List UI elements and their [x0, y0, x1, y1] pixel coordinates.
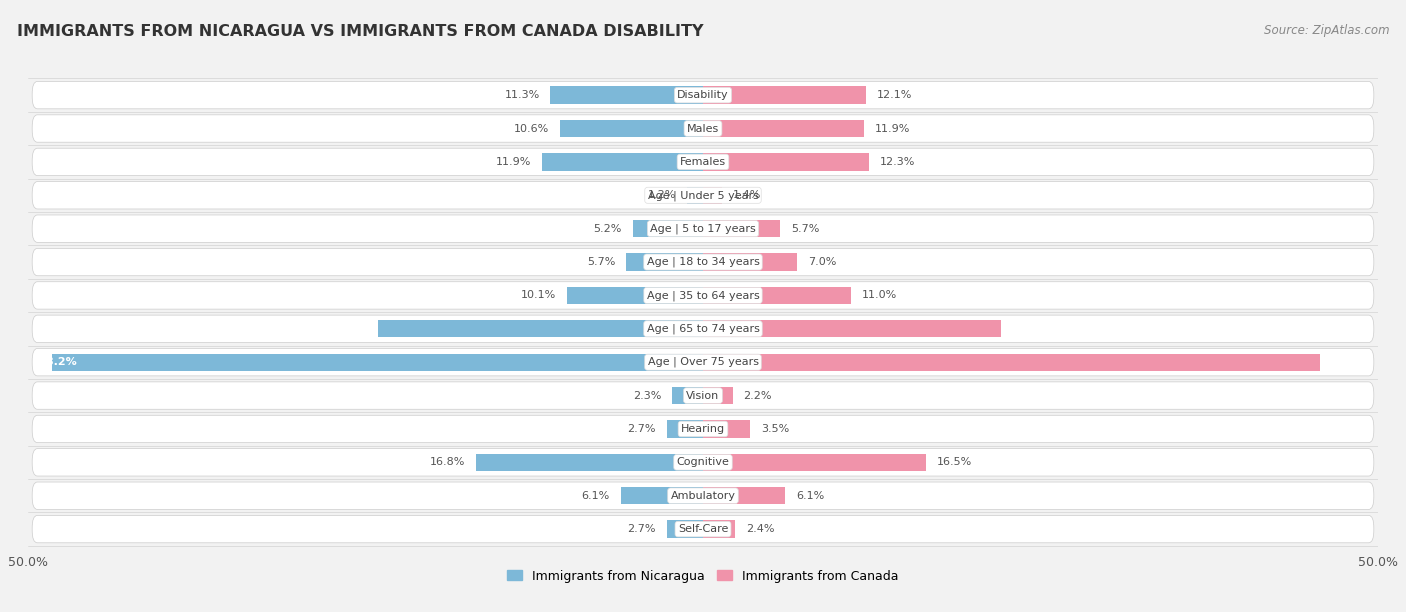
Text: Males: Males	[688, 124, 718, 133]
FancyBboxPatch shape	[32, 215, 1374, 242]
Text: 7.0%: 7.0%	[808, 257, 837, 267]
Bar	[703, 287, 852, 304]
Text: IMMIGRANTS FROM NICARAGUA VS IMMIGRANTS FROM CANADA DISABILITY: IMMIGRANTS FROM NICARAGUA VS IMMIGRANTS …	[17, 24, 703, 40]
Text: 11.9%: 11.9%	[875, 124, 910, 133]
Text: 11.0%: 11.0%	[862, 291, 897, 300]
Bar	[703, 420, 751, 438]
FancyBboxPatch shape	[32, 182, 1374, 209]
Text: 12.3%: 12.3%	[880, 157, 915, 167]
Text: Hearing: Hearing	[681, 424, 725, 434]
FancyBboxPatch shape	[32, 515, 1374, 543]
Text: 5.7%: 5.7%	[790, 223, 820, 234]
FancyBboxPatch shape	[32, 382, 1374, 409]
FancyBboxPatch shape	[32, 416, 1374, 442]
Bar	[551, 86, 703, 104]
Text: 3.5%: 3.5%	[761, 424, 789, 434]
Bar	[686, 187, 703, 204]
FancyBboxPatch shape	[32, 315, 1374, 343]
Text: 5.7%: 5.7%	[586, 257, 616, 267]
Text: Age | 35 to 64 years: Age | 35 to 64 years	[647, 290, 759, 300]
Text: Age | 5 to 17 years: Age | 5 to 17 years	[650, 223, 756, 234]
Bar	[703, 320, 1001, 337]
Text: 48.2%: 48.2%	[39, 357, 77, 367]
Bar	[626, 253, 703, 271]
Text: 2.4%: 2.4%	[747, 524, 775, 534]
Bar	[560, 120, 703, 137]
Legend: Immigrants from Nicaragua, Immigrants from Canada: Immigrants from Nicaragua, Immigrants fr…	[502, 564, 904, 588]
Text: 12.1%: 12.1%	[877, 90, 912, 100]
Text: 16.8%: 16.8%	[430, 457, 465, 468]
FancyBboxPatch shape	[32, 482, 1374, 509]
FancyBboxPatch shape	[32, 81, 1374, 109]
Bar	[703, 354, 1320, 371]
Text: Age | 65 to 74 years: Age | 65 to 74 years	[647, 324, 759, 334]
Text: 2.2%: 2.2%	[744, 390, 772, 401]
Text: 5.2%: 5.2%	[593, 223, 621, 234]
Text: Vision: Vision	[686, 390, 720, 401]
Text: 6.1%: 6.1%	[796, 491, 824, 501]
Text: Self-Care: Self-Care	[678, 524, 728, 534]
Text: 22.1%: 22.1%	[1329, 324, 1367, 334]
Text: 1.2%: 1.2%	[648, 190, 676, 200]
Bar	[567, 287, 703, 304]
Text: 45.7%: 45.7%	[1329, 357, 1367, 367]
FancyBboxPatch shape	[32, 148, 1374, 176]
FancyBboxPatch shape	[32, 248, 1374, 276]
Text: 11.3%: 11.3%	[505, 90, 540, 100]
Text: 2.3%: 2.3%	[633, 390, 661, 401]
Text: 6.1%: 6.1%	[582, 491, 610, 501]
Text: Age | Under 5 years: Age | Under 5 years	[648, 190, 758, 201]
Text: Age | 18 to 34 years: Age | 18 to 34 years	[647, 257, 759, 267]
Text: Females: Females	[681, 157, 725, 167]
Text: Source: ZipAtlas.com: Source: ZipAtlas.com	[1264, 24, 1389, 37]
Text: Cognitive: Cognitive	[676, 457, 730, 468]
Bar	[703, 86, 866, 104]
FancyBboxPatch shape	[32, 115, 1374, 142]
Text: 10.1%: 10.1%	[520, 291, 555, 300]
Text: 24.1%: 24.1%	[39, 324, 77, 334]
FancyBboxPatch shape	[32, 348, 1374, 376]
Bar	[703, 220, 780, 237]
Bar	[477, 453, 703, 471]
Text: 2.7%: 2.7%	[627, 424, 655, 434]
Bar	[543, 153, 703, 171]
Bar	[620, 487, 703, 504]
Text: Age | Over 75 years: Age | Over 75 years	[648, 357, 758, 367]
FancyBboxPatch shape	[32, 282, 1374, 309]
Text: 10.6%: 10.6%	[513, 124, 550, 133]
Bar	[703, 453, 925, 471]
Text: 1.4%: 1.4%	[733, 190, 761, 200]
Bar	[52, 354, 703, 371]
Bar	[633, 220, 703, 237]
Text: Ambulatory: Ambulatory	[671, 491, 735, 501]
Bar	[703, 253, 797, 271]
Text: 11.9%: 11.9%	[496, 157, 531, 167]
Bar	[666, 520, 703, 538]
Text: 2.7%: 2.7%	[627, 524, 655, 534]
Text: Disability: Disability	[678, 90, 728, 100]
Bar	[703, 387, 733, 405]
Bar	[378, 320, 703, 337]
Bar	[703, 187, 721, 204]
Bar	[666, 420, 703, 438]
FancyBboxPatch shape	[32, 449, 1374, 476]
Text: 16.5%: 16.5%	[936, 457, 972, 468]
Bar	[703, 487, 786, 504]
Bar	[703, 520, 735, 538]
Bar	[703, 120, 863, 137]
Bar	[672, 387, 703, 405]
Bar	[703, 153, 869, 171]
